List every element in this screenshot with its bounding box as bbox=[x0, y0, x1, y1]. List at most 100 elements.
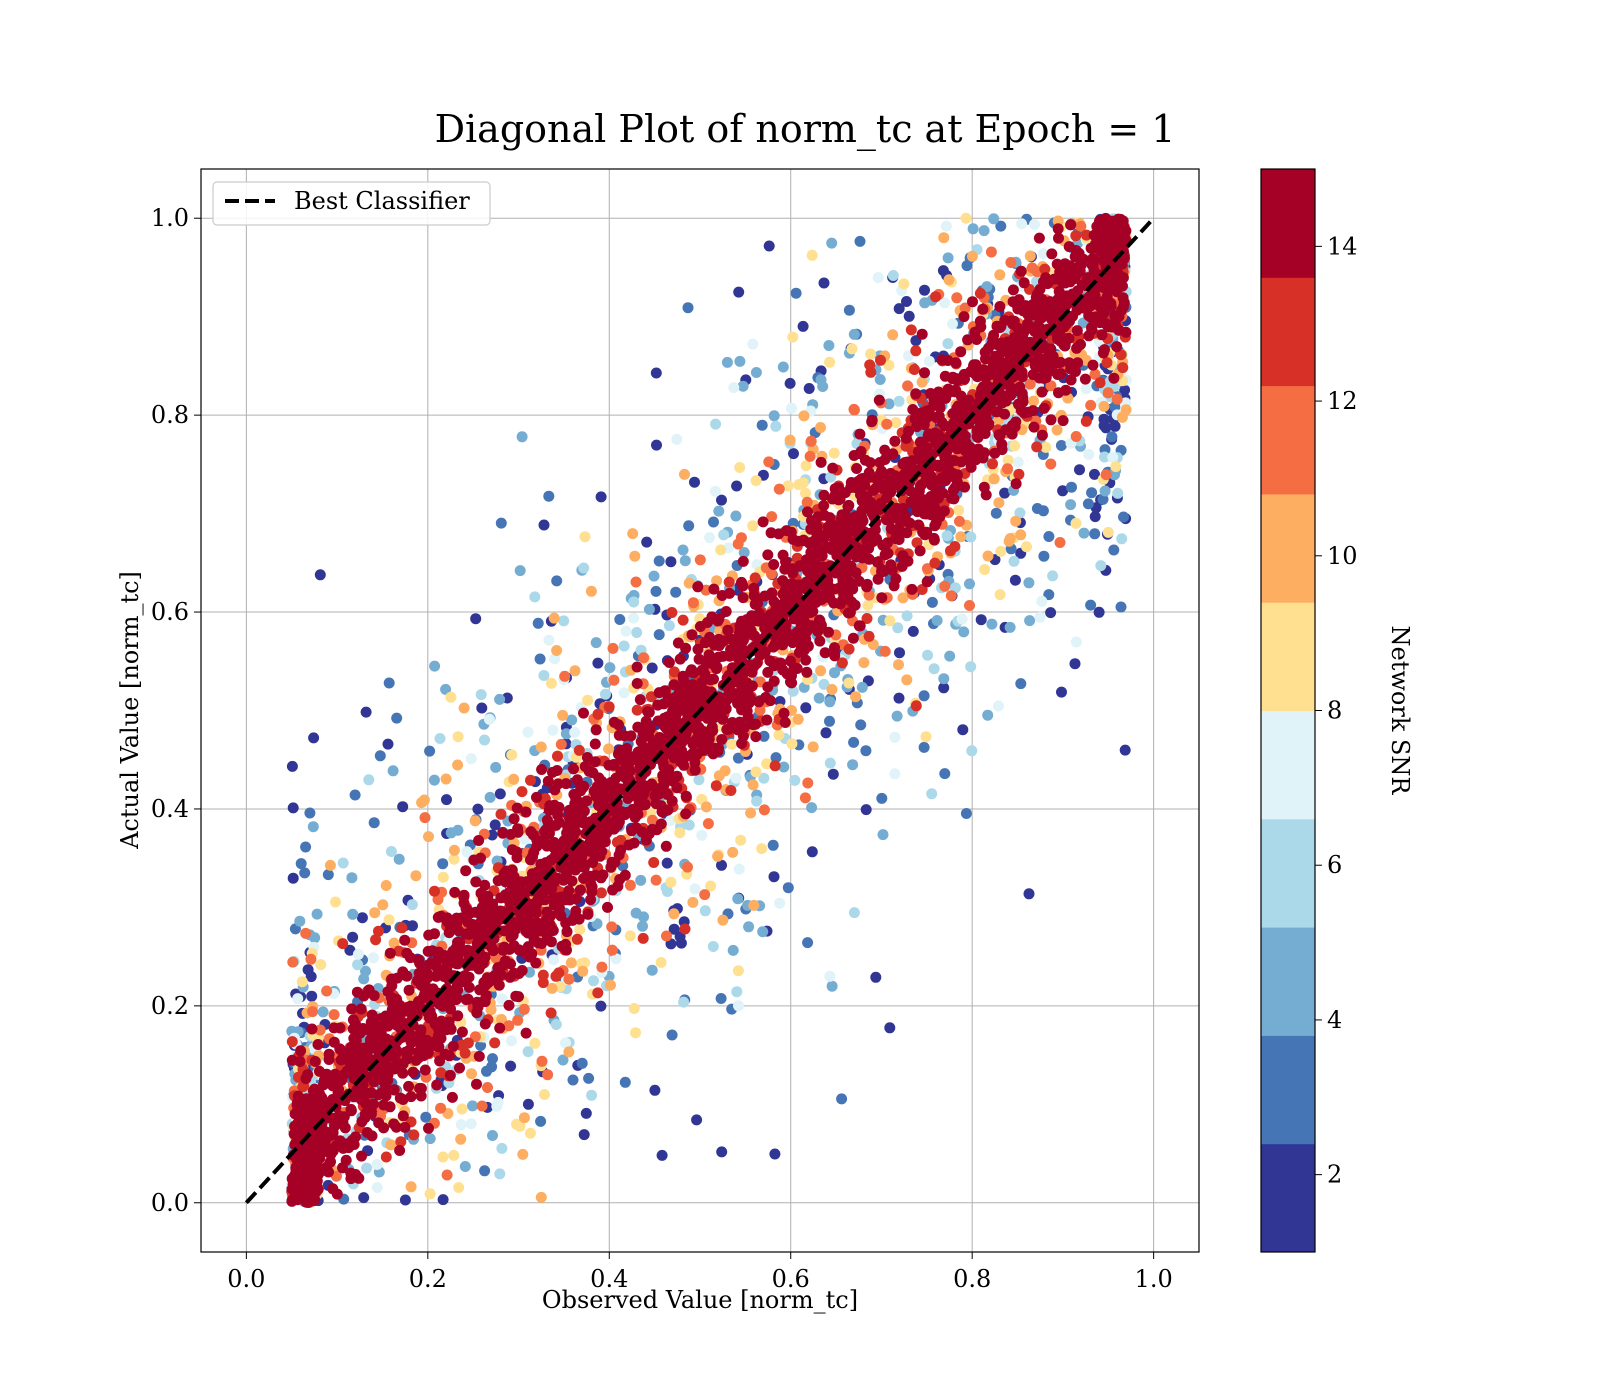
scatter-point bbox=[578, 707, 589, 719]
scatter-point bbox=[777, 575, 789, 587]
scatter-point bbox=[1022, 318, 1034, 330]
scatter-point bbox=[400, 1046, 412, 1058]
scatter-point bbox=[1081, 229, 1092, 241]
scatter-point bbox=[848, 404, 860, 416]
scatter-point bbox=[1052, 215, 1064, 227]
scatter-point bbox=[806, 802, 818, 814]
scatter-point bbox=[824, 757, 836, 769]
scatter-point bbox=[756, 419, 768, 431]
scatter-point bbox=[452, 984, 464, 996]
scatter-point bbox=[786, 738, 798, 750]
scatter-point bbox=[397, 1058, 409, 1070]
scatter-point bbox=[441, 1169, 453, 1181]
scatter-point bbox=[886, 510, 898, 522]
scatter-point bbox=[531, 791, 542, 803]
scatter-point bbox=[1004, 533, 1016, 544]
scatter-point bbox=[815, 456, 827, 468]
scatter-point bbox=[818, 500, 830, 512]
scatter-point bbox=[940, 220, 952, 232]
scatter-point bbox=[879, 645, 891, 657]
scatter-point bbox=[391, 712, 403, 724]
scatter-point bbox=[768, 410, 780, 422]
scatter-point bbox=[406, 1001, 418, 1013]
scatter-point bbox=[856, 681, 868, 693]
scatter-point bbox=[1053, 232, 1064, 244]
scatter-point bbox=[542, 775, 554, 787]
scatter-point bbox=[806, 579, 818, 591]
scatter-point bbox=[848, 907, 860, 919]
scatter-point bbox=[337, 857, 349, 869]
scatter-point bbox=[693, 721, 705, 733]
scatter-point bbox=[531, 896, 542, 908]
scatter-point bbox=[1010, 515, 1022, 527]
scatter-point bbox=[557, 1054, 569, 1066]
scatter-point bbox=[1022, 406, 1034, 418]
scatter-point bbox=[677, 544, 689, 556]
scatter-point bbox=[1052, 223, 1064, 235]
scatter-point bbox=[614, 614, 626, 625]
scatter-point bbox=[393, 853, 405, 865]
scatter-point bbox=[836, 512, 848, 524]
scatter-point bbox=[793, 479, 805, 491]
scatter-point bbox=[390, 1044, 402, 1056]
scatter-point bbox=[1043, 589, 1055, 601]
scatter-point bbox=[440, 773, 452, 785]
scatter-point bbox=[368, 990, 380, 1002]
scatter-point bbox=[901, 296, 912, 307]
scatter-point bbox=[668, 908, 680, 920]
scatter-point bbox=[768, 559, 780, 570]
scatter-point bbox=[862, 599, 874, 611]
scatter-point bbox=[787, 685, 799, 697]
scatter-point bbox=[314, 1024, 326, 1036]
scatter-point bbox=[522, 726, 534, 738]
scatter-point bbox=[773, 729, 785, 741]
scatter-point bbox=[863, 589, 875, 601]
scatter-point bbox=[766, 587, 778, 599]
scatter-point bbox=[546, 982, 558, 994]
scatter-point bbox=[459, 970, 471, 982]
scatter-point bbox=[1031, 361, 1043, 373]
scatter-point bbox=[802, 640, 814, 652]
scatter-point bbox=[384, 947, 396, 959]
scatter-point bbox=[782, 882, 794, 894]
scatter-point bbox=[289, 1186, 301, 1198]
scatter-point bbox=[1040, 357, 1052, 368]
scatter-point bbox=[385, 846, 397, 857]
scatter-point bbox=[674, 827, 686, 839]
scatter-point bbox=[722, 624, 734, 636]
scatter-point bbox=[663, 620, 675, 632]
scatter-point bbox=[495, 808, 507, 820]
scatter-point bbox=[799, 792, 811, 804]
scatter-point bbox=[445, 691, 457, 703]
scatter-point bbox=[612, 748, 624, 760]
scatter-point bbox=[1008, 555, 1020, 567]
scatter-point bbox=[434, 733, 446, 744]
scatter-point bbox=[1055, 440, 1067, 451]
scatter-point bbox=[596, 961, 608, 973]
scatter-point bbox=[385, 1139, 397, 1151]
scatter-point bbox=[975, 614, 987, 626]
scatter-point bbox=[1115, 349, 1127, 361]
scatter-point bbox=[748, 899, 760, 911]
scatter-point bbox=[699, 905, 711, 917]
scatter-point bbox=[737, 592, 749, 604]
scatter-point bbox=[1009, 574, 1021, 586]
scatter-point bbox=[545, 936, 557, 948]
scatter-point bbox=[1065, 219, 1077, 231]
scatter-point bbox=[1117, 272, 1129, 284]
scatter-point bbox=[626, 825, 638, 837]
scatter-point bbox=[592, 708, 604, 720]
scatter-point bbox=[943, 386, 955, 398]
scatter-point bbox=[356, 912, 368, 924]
scatter-point bbox=[497, 960, 509, 971]
scatter-point bbox=[668, 679, 680, 691]
scatter-point bbox=[1111, 341, 1123, 353]
scatter-point bbox=[534, 925, 546, 937]
scatter-point bbox=[815, 422, 826, 433]
scatter-point bbox=[693, 653, 705, 665]
scatter-point bbox=[452, 759, 464, 771]
scatter-point bbox=[476, 983, 488, 995]
scatter-point bbox=[735, 834, 747, 846]
scatter-point bbox=[460, 994, 472, 1006]
scatter-point bbox=[1080, 383, 1092, 395]
